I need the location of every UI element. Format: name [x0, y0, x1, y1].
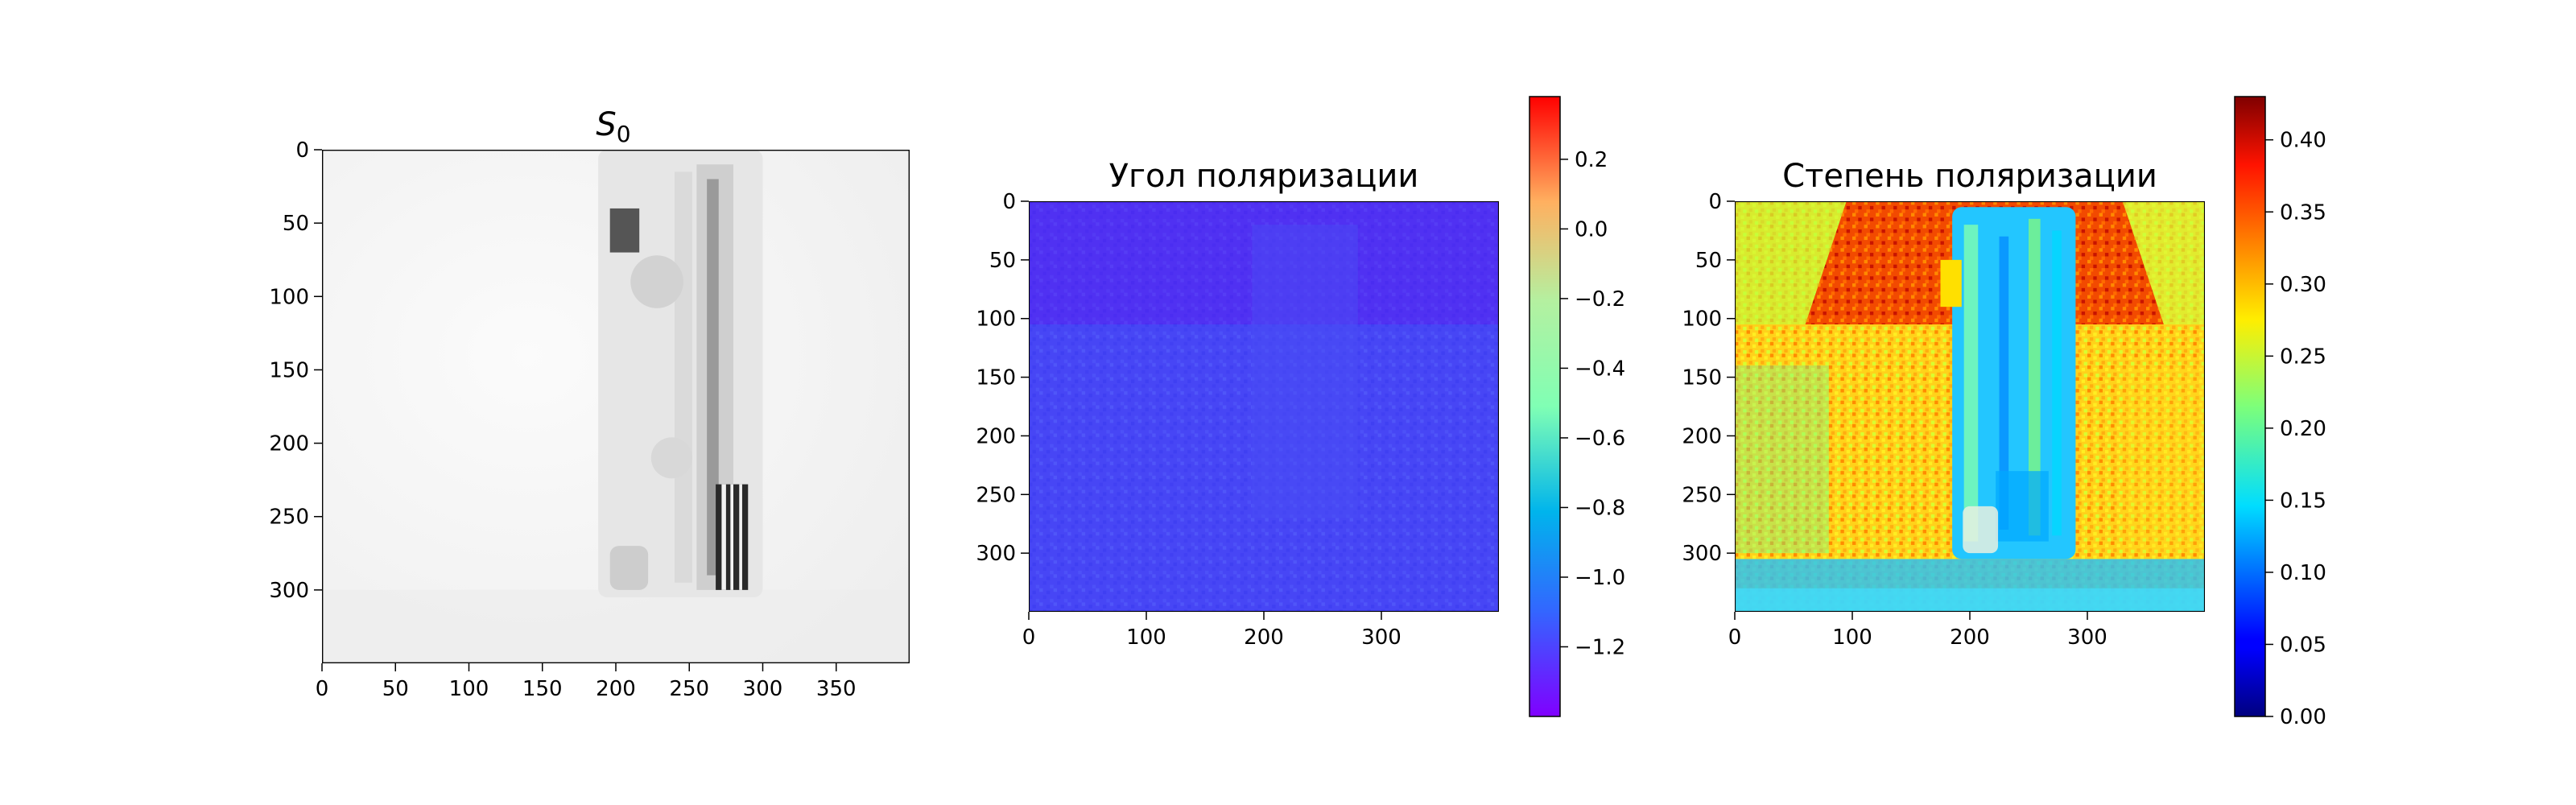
y-tick-label: 100	[976, 308, 1016, 332]
colorbar-tick-label: 0.25	[2280, 345, 2326, 369]
x-tick-label: 100	[1126, 625, 1166, 650]
y-tick-label: 50	[1695, 249, 1722, 273]
y-tick-label: 100	[269, 285, 309, 309]
y-tick-label: 150	[976, 366, 1016, 390]
degree-y-axis: 0 50 100 150 200 250 300	[1682, 190, 1735, 566]
colorbar-tick-label: 0.05	[2280, 633, 2326, 657]
colorbar-tick-label: −1.2	[1575, 635, 1625, 659]
degree-colorbar	[2234, 96, 2266, 717]
angle-panel: Угол поляризации 0 100 200 300 0 50 100 150 200…	[976, 96, 1625, 717]
x-tick-label: 50	[382, 677, 409, 701]
colorbar-tick-label: −1.0	[1575, 566, 1625, 590]
x-tick-label: 200	[1950, 625, 1990, 650]
y-tick-label: 0	[1002, 190, 1016, 214]
angle-colorbar	[1529, 96, 1561, 717]
colorbar-tick-label: −0.4	[1575, 357, 1625, 381]
colorbar-tick-label: −0.8	[1575, 496, 1625, 520]
degree-colorbar-axis: 0.40 0.35 0.30 0.25 0.20 0.15 0.10 0.05 0.00	[2265, 129, 2326, 729]
y-tick-label: 50	[283, 212, 309, 236]
y-tick-label: 200	[1682, 424, 1722, 448]
y-tick-label: 250	[269, 506, 309, 530]
y-tick-label: 200	[976, 424, 1016, 448]
x-tick-label: 300	[1361, 625, 1402, 650]
x-tick-label: 0	[1022, 625, 1036, 650]
x-tick-label: 200	[1244, 625, 1284, 650]
colorbar-tick-label: −0.6	[1575, 427, 1625, 451]
x-tick-label: 0	[316, 677, 329, 701]
s0-panel: S0 0 50 100 150 200 250 300 350 0 50 100 150 200 250…	[269, 106, 910, 701]
x-tick-label: 300	[743, 677, 783, 701]
x-tick-label: 250	[669, 677, 709, 701]
degree-x-axis: 0 100 200 300	[1728, 612, 2107, 650]
can-object	[598, 150, 763, 597]
y-tick-label: 0	[295, 138, 309, 163]
degree-title: Степень поляризации	[1782, 158, 2157, 195]
colorbar-tick-label: 0.15	[2280, 489, 2326, 513]
x-tick-label: 200	[596, 677, 636, 701]
y-tick-label: 150	[269, 358, 309, 382]
colorbar-tick-label: 0.20	[2280, 417, 2326, 441]
colorbar-tick-label: 0.40	[2280, 129, 2326, 153]
s0-title: S0	[596, 106, 630, 147]
colorbar-tick-label: 0.00	[2280, 705, 2326, 729]
angle-y-axis: 0 50 100 150 200 250 300	[976, 190, 1029, 566]
colorbar-tick-label: −0.2	[1575, 287, 1625, 312]
y-tick-label: 250	[1682, 483, 1722, 507]
angle-title: Угол поляризации	[1109, 158, 1419, 195]
colorbar-tick-label: 0.10	[2280, 561, 2326, 585]
x-tick-label: 100	[1832, 625, 1872, 650]
y-tick-label: 100	[1682, 308, 1722, 332]
angle-colorbar-axis: 0.2 0.0 −0.2 −0.4 −0.6 −0.8 −1.0 −1.2	[1560, 148, 1625, 659]
x-tick-label: 0	[1728, 625, 1742, 650]
colorbar-tick-label: 0.30	[2280, 273, 2326, 297]
degree-image	[1735, 201, 2205, 612]
angle-image	[1029, 201, 1499, 612]
y-tick-label: 0	[1708, 190, 1722, 214]
y-tick-label: 150	[1682, 366, 1722, 390]
angle-x-axis: 0 100 200 300	[1022, 612, 1402, 650]
colorbar-tick-label: 0.0	[1575, 217, 1608, 242]
can-shape	[1940, 207, 2076, 559]
y-tick-label: 300	[1682, 542, 1722, 566]
colorbar-tick-label: 0.35	[2280, 200, 2326, 225]
x-tick-label: 300	[2067, 625, 2107, 650]
x-tick-label: 100	[449, 677, 489, 701]
x-tick-label: 350	[816, 677, 857, 701]
y-tick-label: 200	[269, 432, 309, 456]
y-tick-label: 300	[976, 542, 1016, 566]
degree-panel: Степень поляризации 0 100 200 300 0 50 100 150…	[1682, 96, 2326, 729]
s0-x-axis: 0 50 100 150 200 250 300 350	[316, 663, 857, 701]
y-tick-label: 250	[976, 483, 1016, 507]
s0-y-axis: 0 50 100 150 200 250 300	[269, 138, 322, 603]
x-tick-label: 150	[522, 677, 563, 701]
y-tick-label: 50	[989, 249, 1016, 273]
colorbar-tick-label: 0.2	[1575, 148, 1608, 172]
y-tick-label: 300	[269, 579, 309, 603]
s0-image	[322, 150, 910, 663]
